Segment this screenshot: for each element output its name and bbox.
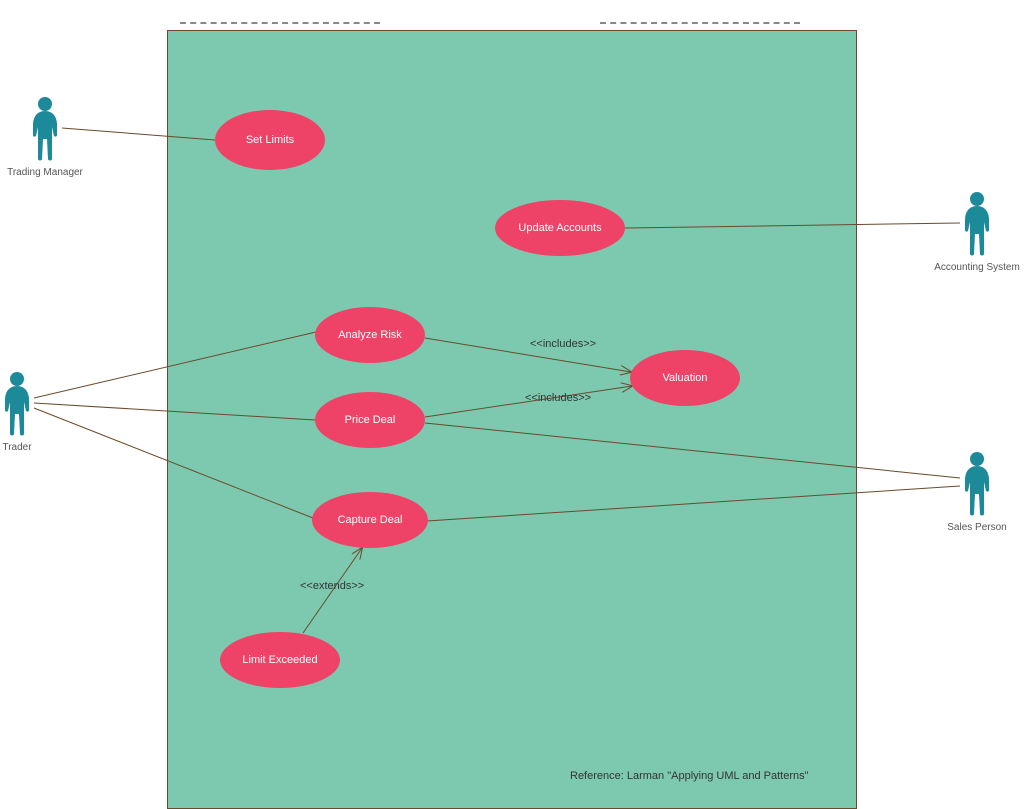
usecase-price_deal: Price Deal <box>315 392 425 448</box>
actor-label: Trading Manager <box>7 167 83 178</box>
edge-label-analyze_val: <<includes>> <box>530 338 596 350</box>
actor-trading_manager: Trading Manager <box>5 95 85 178</box>
actor-accounting: Accounting System <box>937 190 1017 273</box>
usecase-set_limits: Set Limits <box>215 110 325 170</box>
reference-text: Reference: Larman "Applying UML and Patt… <box>570 770 809 782</box>
actor-sales_person: Sales Person <box>937 450 1017 533</box>
usecase-capture_deal: Capture Deal <box>312 492 428 548</box>
dashed-segment <box>180 22 380 24</box>
usecase-limit_exceeded: Limit Exceeded <box>220 632 340 688</box>
actor-label: Trader <box>2 442 31 453</box>
edge-label-price_val: <<includes>> <box>525 392 591 404</box>
usecase-analyze_risk: Analyze Risk <box>315 307 425 363</box>
dashed-segment <box>600 22 800 24</box>
usecase-update_accounts: Update Accounts <box>495 200 625 256</box>
actor-trader: Trader <box>0 370 57 453</box>
edge-label-limit_capture: <<extends>> <box>300 580 364 592</box>
actor-label: Sales Person <box>947 522 1006 533</box>
diagram-stage: Set Limits Update Accounts Analyze Risk Pri… <box>0 0 1024 809</box>
actor-label: Accounting System <box>934 262 1020 273</box>
usecase-valuation: Valuation <box>630 350 740 406</box>
